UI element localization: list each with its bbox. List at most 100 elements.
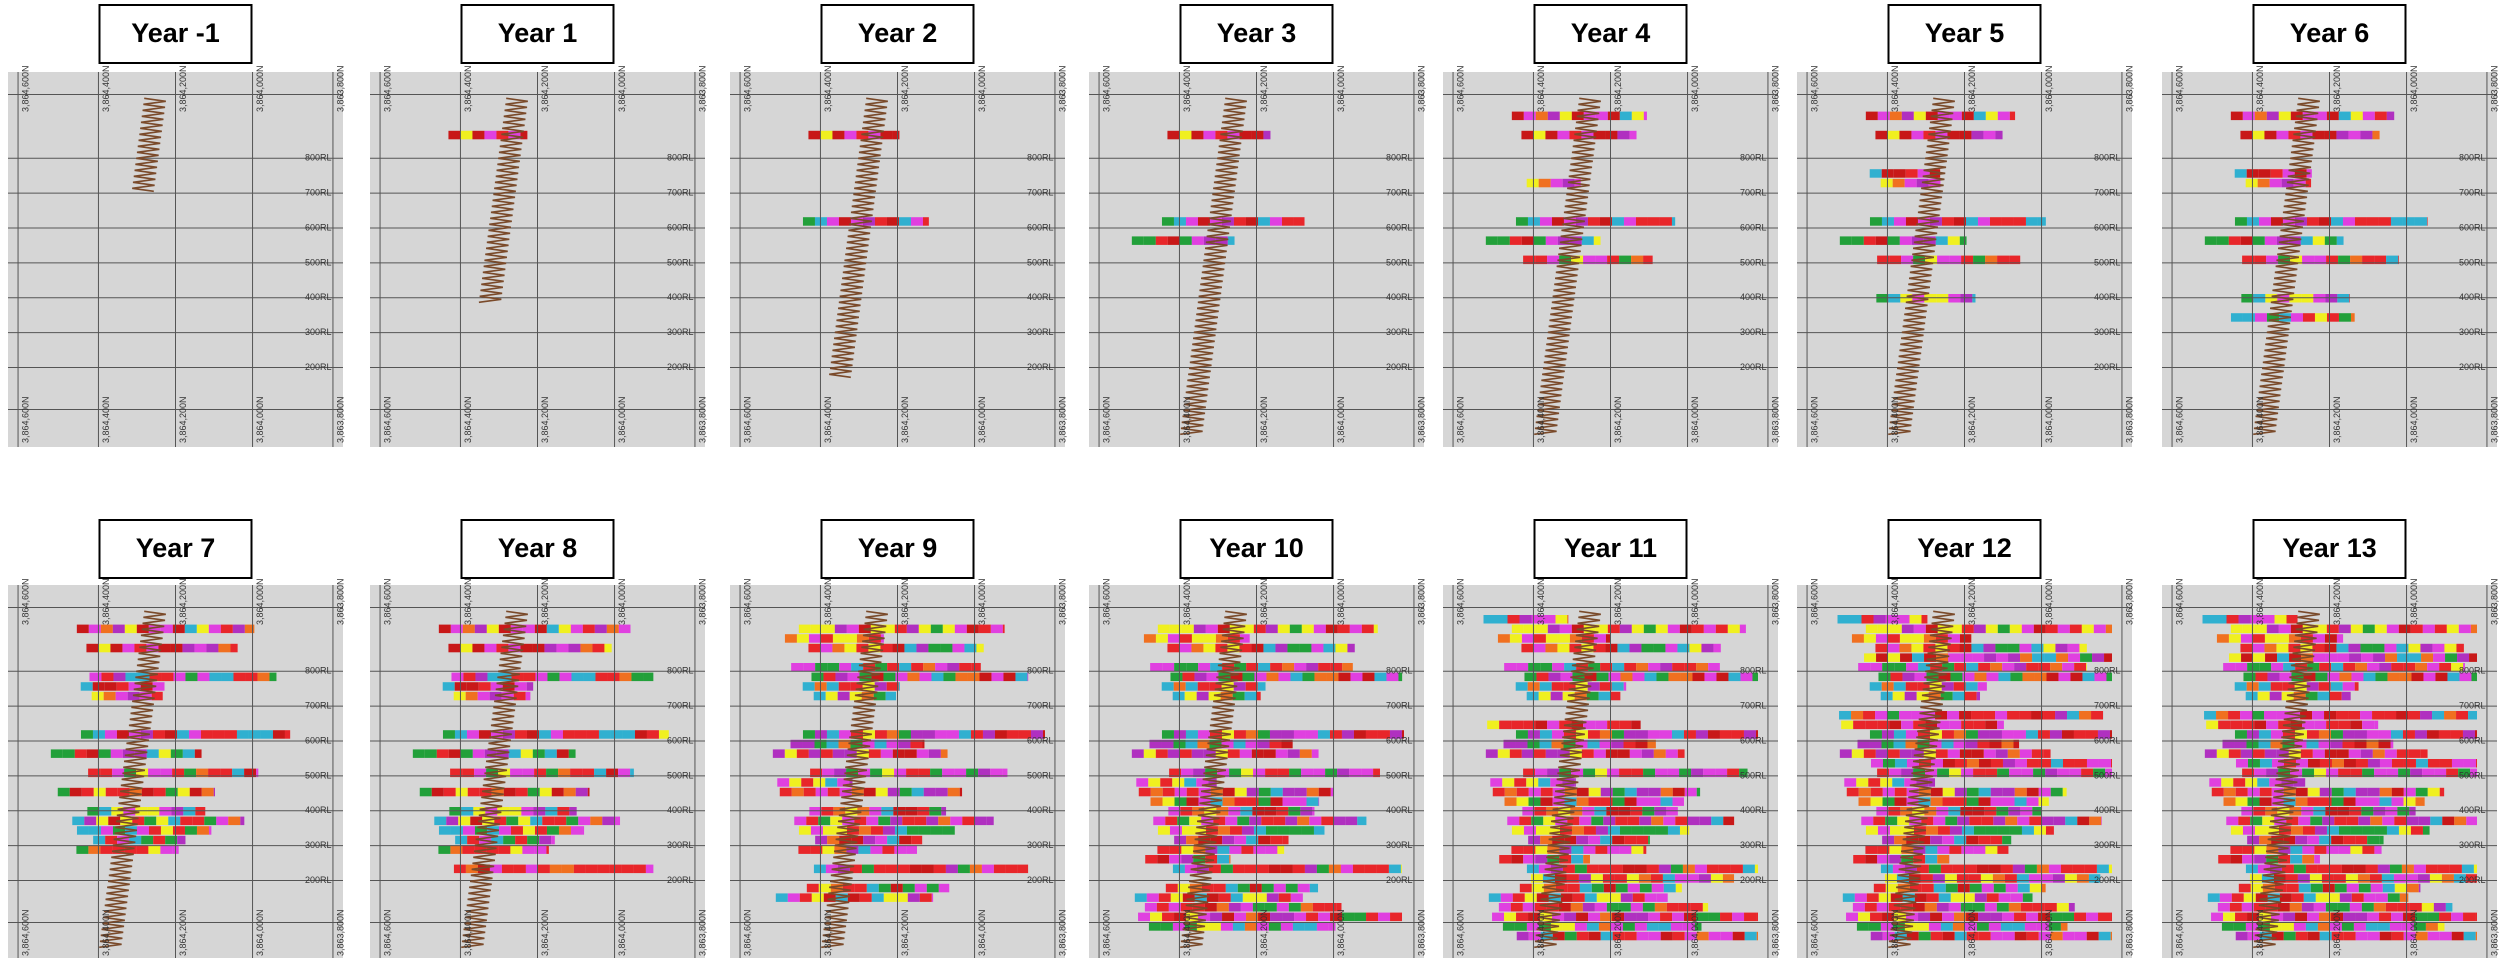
stope-block xyxy=(1378,912,1391,922)
stope-block xyxy=(2057,624,2070,634)
stope-block xyxy=(546,624,559,634)
stope-block xyxy=(1684,787,1697,797)
stope-block xyxy=(498,845,511,854)
stope-block xyxy=(2367,787,2380,797)
stope-block xyxy=(2305,691,2318,701)
rl-label: 400RL xyxy=(1027,805,1054,815)
stope-block xyxy=(1588,787,1601,797)
stope-block xyxy=(1233,682,1246,691)
stope-block xyxy=(1547,255,1560,265)
stope-block xyxy=(1897,615,1910,624)
stope-block xyxy=(2288,634,2301,643)
stope-block xyxy=(1583,768,1596,778)
stope-block xyxy=(2014,663,2027,672)
stope-block xyxy=(1708,912,1721,922)
stope-block xyxy=(906,826,919,835)
stope-block xyxy=(1694,922,1702,931)
rl-label: 500RL xyxy=(1027,770,1054,780)
northing-label: 3,864,600N xyxy=(1455,396,1465,443)
stope-block xyxy=(1956,874,1969,883)
stope-block xyxy=(458,816,471,826)
stope-block xyxy=(2342,682,2355,691)
stope-block xyxy=(1964,922,1977,931)
stope-block xyxy=(1631,768,1644,778)
stope-block xyxy=(2010,672,2023,682)
stope-block xyxy=(1933,883,1946,893)
stope-block xyxy=(1914,672,1927,682)
stope-block xyxy=(1237,816,1250,826)
stope-block xyxy=(2430,816,2443,826)
stope-block xyxy=(2381,874,2394,883)
stope-block xyxy=(1362,672,1375,682)
stope-block xyxy=(1213,816,1226,826)
stope-block xyxy=(1605,130,1618,140)
stope-block xyxy=(1273,883,1286,893)
stope-block xyxy=(2355,912,2368,922)
stope-block xyxy=(2463,931,2476,941)
stope-block xyxy=(991,672,1004,682)
stope-block xyxy=(2245,922,2258,931)
stope-block xyxy=(892,130,900,140)
northing-label: 3,863,800N xyxy=(1057,65,1067,112)
stope-block xyxy=(2350,720,2363,730)
northing-label: 3,864,000N xyxy=(1690,65,1700,112)
stope-block xyxy=(835,672,848,682)
stope-block xyxy=(1853,855,1866,864)
stope-block xyxy=(1942,835,1955,845)
stope-block xyxy=(838,730,851,739)
stope-block xyxy=(796,634,809,643)
stope-block xyxy=(2331,663,2344,672)
stope-block xyxy=(1851,634,1864,643)
stope-block xyxy=(1713,643,1721,653)
panel-title: Year 10 xyxy=(1209,533,1304,563)
rl-label: 800RL xyxy=(305,666,332,676)
stope-block xyxy=(2468,711,2477,720)
northing-label: 3,864,000N xyxy=(2409,65,2419,112)
stope-block xyxy=(2247,912,2260,922)
stope-block xyxy=(2318,730,2331,739)
stope-block xyxy=(2072,864,2085,874)
stope-block xyxy=(1925,768,1938,778)
stope-block xyxy=(880,130,893,140)
stope-block xyxy=(1948,653,1961,662)
stope-block xyxy=(947,787,960,797)
stope-block xyxy=(1593,643,1606,653)
northing-label: 3,864,200N xyxy=(1259,578,1269,625)
stope-block xyxy=(2257,691,2270,701)
stope-block xyxy=(1325,624,1338,634)
stope-block xyxy=(2434,768,2447,778)
stope-block xyxy=(1497,749,1510,758)
stope-block xyxy=(1495,615,1508,624)
stope-block xyxy=(1696,787,1701,797)
stope-block xyxy=(1672,912,1685,922)
stope-block xyxy=(1270,787,1283,797)
stope-block xyxy=(1504,797,1517,806)
stope-block xyxy=(633,864,646,874)
stope-block xyxy=(2372,130,2380,140)
stope-block xyxy=(854,816,867,826)
stope-block xyxy=(2391,787,2404,797)
stope-block xyxy=(990,768,1003,778)
stope-block xyxy=(1663,816,1676,826)
stope-block xyxy=(1954,663,1967,672)
northing-label: 3,864,000N xyxy=(977,578,987,625)
stope-block xyxy=(1182,672,1195,682)
stope-block xyxy=(2265,653,2278,662)
stope-block xyxy=(1997,624,2010,634)
stope-block xyxy=(1179,643,1192,653)
stope-block xyxy=(1285,816,1298,826)
stope-block xyxy=(1560,893,1573,902)
stope-block xyxy=(1173,217,1186,226)
stope-block xyxy=(2002,797,2015,806)
stope-block xyxy=(1627,816,1640,826)
stope-block xyxy=(1973,826,1986,835)
stope-block xyxy=(1485,749,1498,758)
stope-block xyxy=(558,826,571,835)
stope-block xyxy=(1515,730,1528,739)
stope-block xyxy=(1647,739,1656,749)
stope-block xyxy=(1851,236,1864,245)
rl-label: 300RL xyxy=(305,327,332,337)
stope-block xyxy=(2445,653,2458,662)
stope-block xyxy=(1587,217,1600,226)
stope-block xyxy=(2022,672,2035,682)
